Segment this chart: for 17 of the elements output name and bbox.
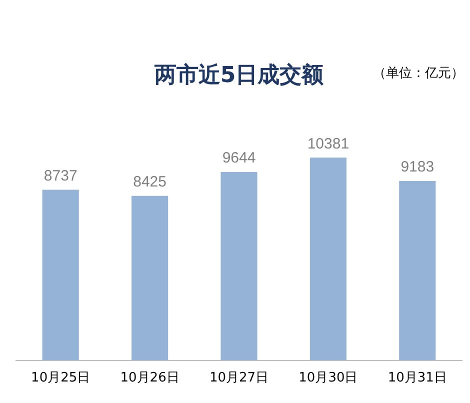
bar — [399, 181, 436, 360]
x-tick-label: 10月31日 — [388, 370, 447, 386]
data-label: 8737 — [44, 167, 78, 184]
x-tick-label: 10月30日 — [298, 370, 358, 386]
x-tick-label: 10月26日 — [120, 370, 180, 386]
bar — [220, 172, 258, 360]
chart-title: 两市近5日成交额 — [154, 63, 324, 88]
bar — [42, 190, 79, 360]
bar — [310, 158, 346, 360]
data-label: 9183 — [400, 158, 434, 176]
x-tick-label: 10月25日 — [31, 370, 90, 386]
data-label: 9644 — [222, 150, 256, 167]
data-label: 10381 — [307, 135, 350, 152]
chart-subtitle: （单位：亿元） — [373, 65, 464, 82]
data-label: 8425 — [133, 173, 166, 190]
bar — [132, 196, 168, 360]
x-tick-label: 10月27日 — [209, 370, 269, 386]
